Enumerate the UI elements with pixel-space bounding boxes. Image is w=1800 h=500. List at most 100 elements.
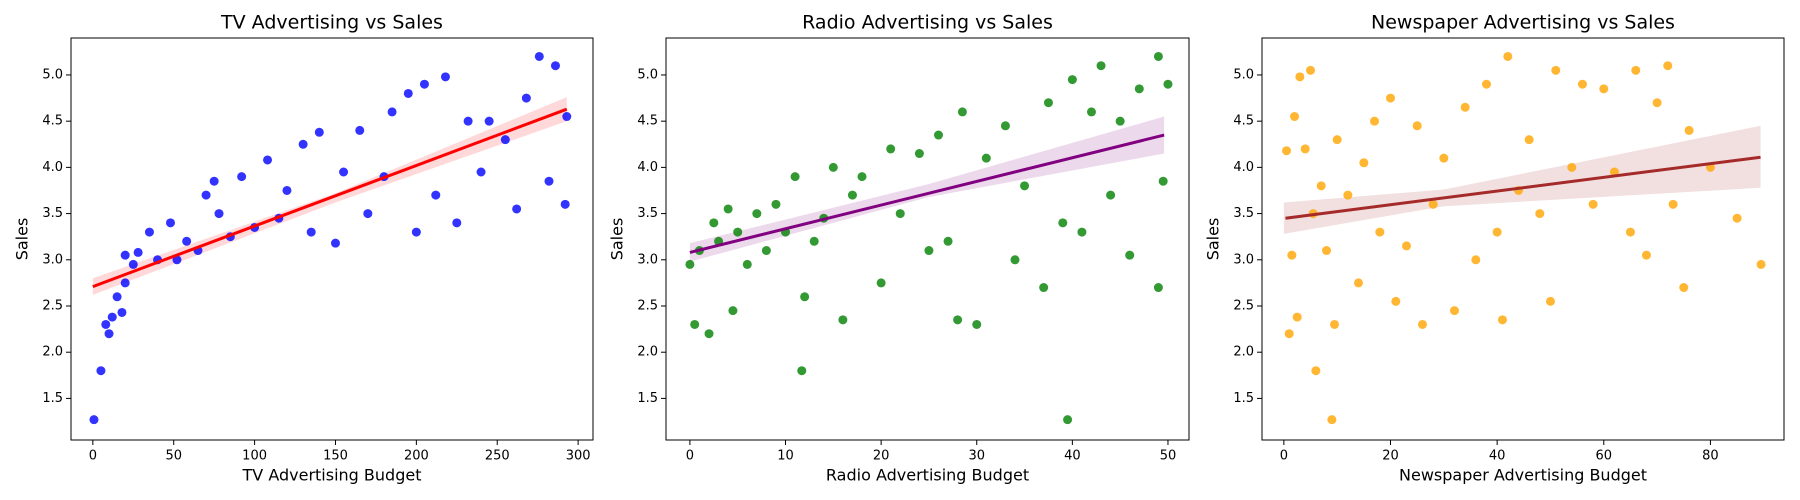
point [1577, 79, 1587, 89]
point [452, 218, 462, 228]
y-tick-label: 4.0 [637, 160, 658, 175]
regression-line [1285, 155, 1761, 220]
x-tick-label: 40 [1064, 449, 1081, 464]
y-tick-label: 2.5 [42, 299, 63, 314]
point [1020, 181, 1030, 191]
y-tick-label: 5.0 [1233, 67, 1254, 82]
point [1134, 84, 1144, 94]
axes-frame [665, 37, 1190, 441]
point [886, 144, 896, 154]
point [1588, 199, 1598, 209]
point [790, 172, 800, 182]
point [1096, 61, 1106, 71]
regression-line [689, 133, 1165, 254]
point [562, 112, 572, 122]
point [1332, 135, 1342, 145]
point [1330, 319, 1340, 329]
point [512, 204, 522, 214]
point [1417, 319, 1427, 329]
point [1163, 79, 1173, 89]
point [1497, 315, 1507, 325]
point [201, 190, 211, 200]
x-tick-label: 10 [777, 449, 794, 464]
point [981, 153, 991, 163]
point [534, 51, 544, 61]
point [1284, 329, 1294, 339]
x-tick-label: 20 [873, 449, 890, 464]
point [809, 236, 819, 246]
point [1370, 116, 1380, 126]
point [1641, 250, 1651, 260]
point [1316, 181, 1326, 191]
point [1290, 112, 1300, 122]
y-axis-label: Sales [13, 218, 32, 261]
point [411, 227, 421, 237]
point [1599, 84, 1609, 94]
point [1551, 65, 1561, 75]
point [107, 312, 117, 322]
confidence-band [1283, 125, 1761, 234]
point [685, 259, 695, 269]
point [857, 172, 867, 182]
point [440, 72, 450, 82]
point [500, 135, 510, 145]
x-tick-label: 100 [242, 449, 267, 464]
x-tick-label: 40 [1489, 449, 1506, 464]
y-tick-label: 2.0 [1233, 345, 1254, 360]
panel-title: TV Advertising vs Sales [220, 12, 443, 34]
point [1153, 283, 1163, 293]
point [403, 88, 413, 98]
point [1471, 255, 1481, 265]
point [1343, 190, 1353, 200]
y-tick-label: 1.5 [1233, 391, 1254, 406]
axes-frame [1261, 37, 1785, 441]
x-tick-label: 150 [323, 449, 348, 464]
point [1311, 366, 1321, 376]
point [1481, 79, 1491, 89]
point [1158, 176, 1168, 186]
x-tick-label: 30 [968, 449, 985, 464]
point [1535, 209, 1545, 219]
y-tick-label: 3.0 [637, 252, 658, 267]
point [1106, 190, 1116, 200]
point [463, 116, 473, 126]
point [895, 209, 905, 219]
x-tick-label: 20 [1382, 449, 1399, 464]
point [544, 176, 554, 186]
y-tick-label: 2.5 [1233, 299, 1254, 314]
point [306, 227, 316, 237]
y-tick-label: 4.5 [637, 114, 658, 129]
y-tick-label: 3.0 [1233, 252, 1254, 267]
point [120, 278, 130, 288]
point [419, 79, 429, 89]
point [752, 209, 762, 219]
point [1524, 135, 1534, 145]
point [1322, 246, 1332, 256]
point [1668, 199, 1678, 209]
point [1287, 250, 1297, 260]
x-tick-label: 250 [485, 449, 510, 464]
point [800, 292, 810, 302]
x-axis-label: TV Advertising Budget [242, 466, 422, 485]
x-tick-label: 60 [1596, 449, 1613, 464]
point [165, 218, 175, 228]
point [133, 247, 143, 257]
point [709, 218, 719, 228]
point [101, 319, 111, 329]
point [1375, 227, 1385, 237]
point [1503, 51, 1513, 61]
point [847, 190, 857, 200]
point [1386, 93, 1396, 103]
y-tick-label: 4.0 [42, 160, 63, 175]
point [484, 116, 494, 126]
y-tick-label: 5.0 [42, 67, 63, 82]
point [128, 259, 138, 269]
point [339, 167, 349, 177]
point [1679, 283, 1689, 293]
point [263, 155, 273, 165]
point [1010, 255, 1020, 265]
point [1292, 312, 1302, 322]
point [1567, 162, 1577, 172]
point [476, 167, 486, 177]
